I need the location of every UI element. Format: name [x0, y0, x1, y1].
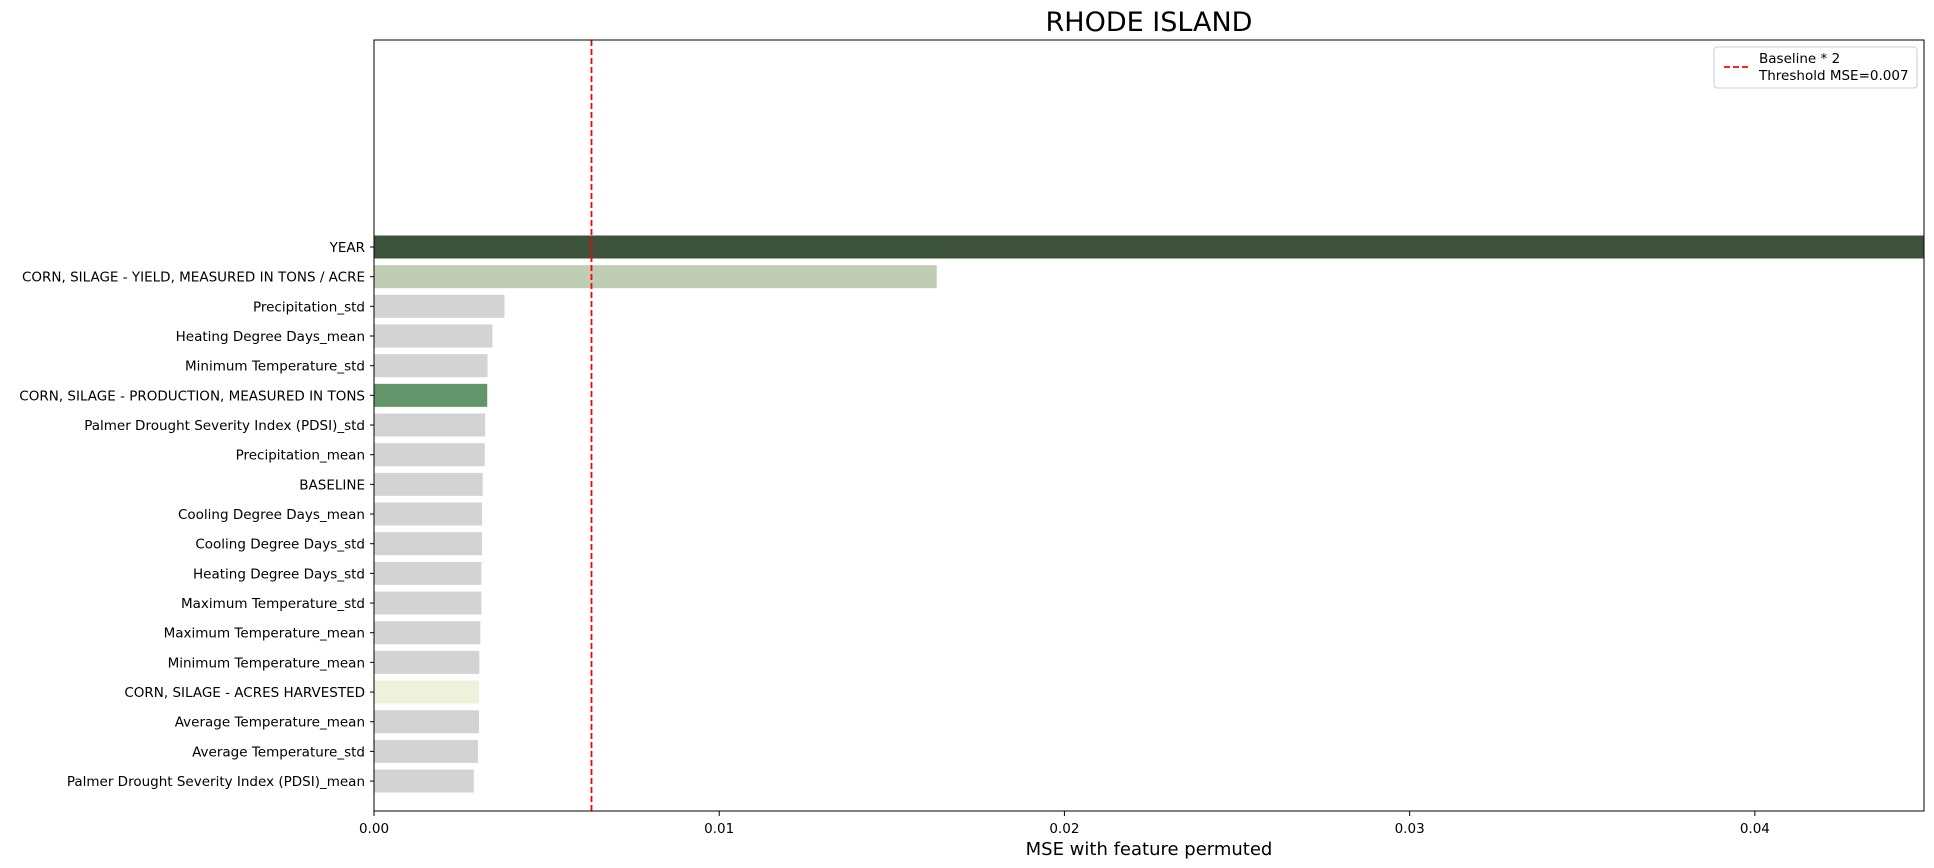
bar [374, 324, 493, 348]
bar [374, 561, 482, 585]
bar [374, 472, 483, 496]
y-tick-label: Maximum Temperature_mean [164, 626, 365, 642]
y-tick-label: Cooling Degree Days_mean [178, 507, 365, 523]
y-tick-label: Maximum Temperature_std [181, 596, 365, 612]
y-tick-label: Minimum Temperature_mean [168, 655, 365, 671]
y-tick-labels: YEAR CORN, SILAGE - YIELD, MEASURED IN TO… [19, 240, 374, 790]
y-tick-label: Heating Degree Days_std [193, 566, 365, 582]
bar [374, 354, 488, 378]
x-tick-label: 0.02 [1049, 821, 1079, 837]
x-tick-label: 0.04 [1740, 821, 1770, 837]
x-tick-label: 0.03 [1395, 821, 1425, 837]
bar [374, 621, 481, 645]
y-tick-label: BASELINE [299, 477, 365, 493]
bar [374, 591, 482, 615]
legend-label-line1: Baseline * 2 [1759, 51, 1840, 67]
bar [374, 710, 479, 734]
x-ticks: 0.00 0.01 0.02 0.03 0.04 [359, 811, 1770, 837]
y-tick-label: Palmer Drought Severity Index (PDSI)_std [84, 418, 365, 434]
y-tick-label: CORN, SILAGE - PRODUCTION, MEASURED IN T… [19, 388, 365, 404]
x-tick-label: 0.01 [704, 821, 734, 837]
y-tick-label: CORN, SILAGE - YIELD, MEASURED IN TONS /… [22, 270, 365, 286]
plot-frame [373, 39, 1925, 812]
bars-layer [374, 235, 1924, 793]
y-tick-label: Average Temperature_mean [175, 715, 365, 731]
x-axis-title: MSE with feature permuted [1026, 839, 1273, 860]
bar [374, 294, 505, 318]
bar [374, 650, 480, 674]
bar [374, 680, 479, 704]
chart-title: RHODE ISLAND [1046, 7, 1253, 38]
bar [374, 502, 483, 526]
y-tick-label: Average Temperature_std [192, 744, 365, 760]
bar [374, 769, 474, 793]
y-tick-label: CORN, SILAGE - ACRES HARVESTED [124, 685, 365, 701]
legend: Baseline * 2 Threshold MSE=0.007 [1713, 46, 1918, 89]
bar [374, 235, 1924, 259]
bar [374, 265, 937, 289]
y-tick-label: Heating Degree Days_mean [176, 329, 365, 345]
bar [374, 739, 478, 763]
y-tick-label: Precipitation_mean [236, 448, 365, 464]
y-tick-label: Minimum Temperature_std [185, 359, 365, 375]
legend-box [1713, 46, 1918, 89]
bar [374, 383, 488, 407]
bar [374, 443, 485, 467]
y-tick-label: YEAR [329, 240, 365, 256]
bar [374, 532, 483, 556]
y-tick-label: Precipitation_std [253, 299, 365, 315]
legend-label-line2: Threshold MSE=0.007 [1758, 68, 1909, 84]
x-tick-label: 0.00 [359, 821, 389, 837]
bar [374, 413, 486, 437]
y-tick-label: Palmer Drought Severity Index (PDSI)_mea… [67, 774, 365, 790]
y-tick-label: Cooling Degree Days_std [195, 537, 365, 553]
